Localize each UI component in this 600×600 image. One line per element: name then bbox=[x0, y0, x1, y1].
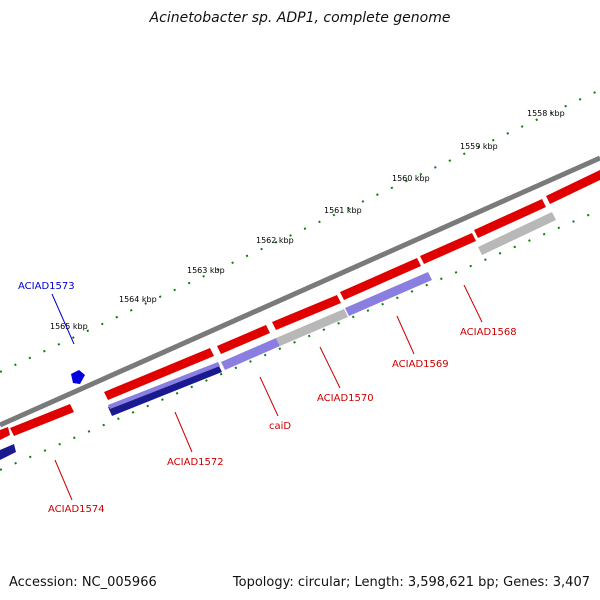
ruler-label: 1561 kbp bbox=[324, 206, 362, 215]
accession-text: Accession: NC_005966 bbox=[9, 575, 157, 590]
gene-label: ACIAD1572 bbox=[167, 457, 224, 468]
gene-label: caiD bbox=[269, 421, 291, 432]
ruler-label: 1565 kbp bbox=[50, 322, 88, 331]
ruler-label: 1560 kbp bbox=[392, 174, 430, 183]
gene-arrow bbox=[0, 427, 10, 440]
gene-arrow bbox=[340, 258, 421, 300]
reverse-genes bbox=[0, 212, 556, 460]
gene-arrow bbox=[420, 233, 476, 264]
gene-arrow bbox=[345, 272, 432, 316]
gene-arrow bbox=[108, 364, 222, 416]
gene-arrow bbox=[10, 404, 74, 436]
gene-arrow bbox=[108, 362, 220, 409]
gene-arrow bbox=[276, 309, 348, 346]
gene-arrow bbox=[104, 348, 214, 400]
gene-label: ACIAD1574 bbox=[48, 504, 105, 515]
gene-labels: ACIAD1568 ACIAD1569 ACIAD1570 caiD ACIAD… bbox=[18, 281, 517, 515]
label-leaders bbox=[51, 284, 483, 501]
gene-label: ACIAD1568 bbox=[460, 327, 517, 338]
map-title: Acinetobacter sp. ADP1, complete genome bbox=[149, 10, 451, 26]
gene-arrow bbox=[478, 212, 556, 255]
gene-arrow bbox=[217, 325, 270, 354]
gene-label: ACIAD1570 bbox=[317, 393, 374, 404]
ruler-label: 1558 kbp bbox=[527, 109, 565, 118]
forward-genes bbox=[0, 170, 600, 440]
ruler-label: 1559 kbp bbox=[460, 142, 498, 151]
gene-label: ACIAD1573 bbox=[18, 281, 75, 292]
gene-arrow bbox=[272, 295, 341, 330]
ruler-label: 1563 kbp bbox=[187, 266, 225, 275]
ruler-label: 1564 kbp bbox=[119, 295, 157, 304]
gene-arrow bbox=[474, 199, 546, 238]
inner-ruler bbox=[0, 209, 600, 471]
gene-arrow-small bbox=[71, 370, 85, 384]
gene-arrow bbox=[0, 444, 16, 460]
gene-arrow bbox=[221, 338, 280, 370]
ruler-label: 1562 kbp bbox=[256, 236, 294, 245]
backbone bbox=[0, 155, 600, 428]
gene-label: ACIAD1569 bbox=[392, 359, 449, 370]
ruler-labels: 1558 kbp 1559 kbp 1560 kbp 1561 kbp 1562… bbox=[50, 109, 565, 331]
gene-arrow bbox=[546, 170, 600, 204]
genome-summary-text: Topology: circular; Length: 3,598,621 bp… bbox=[232, 575, 590, 590]
